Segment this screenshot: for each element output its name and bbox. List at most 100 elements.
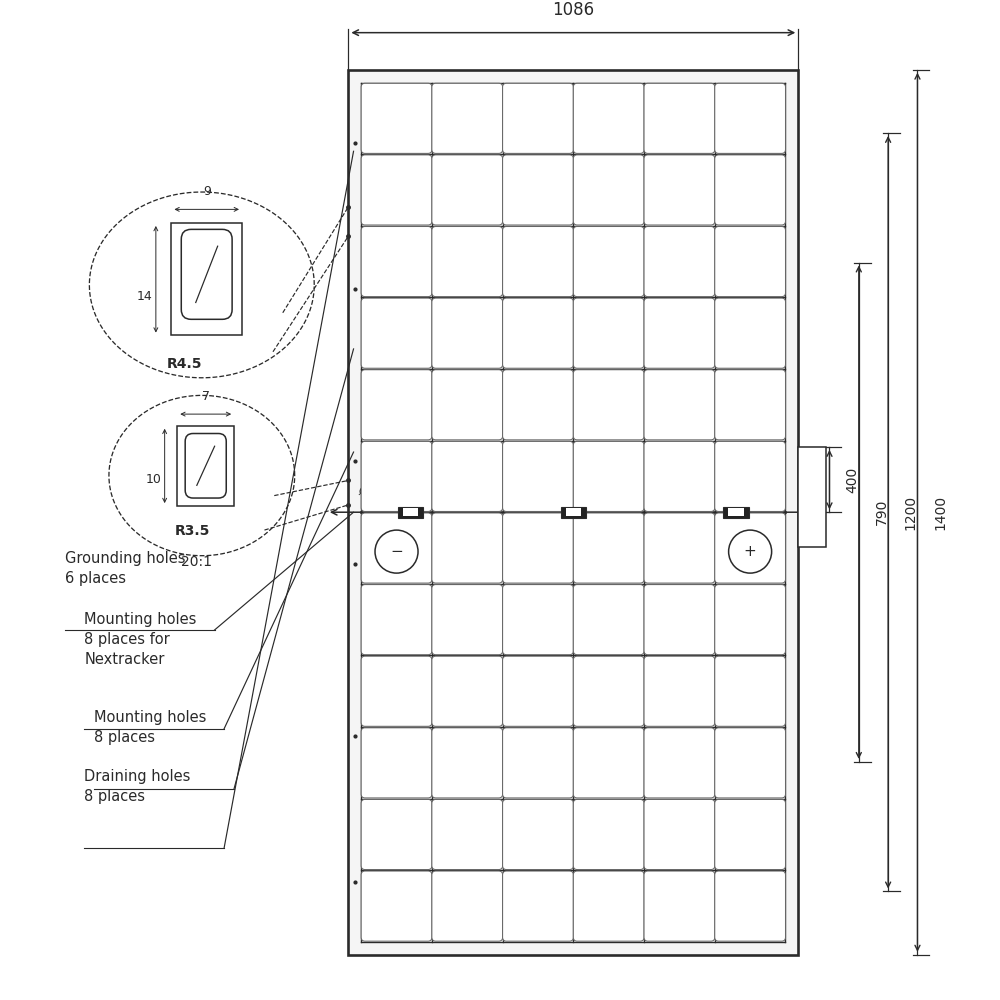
FancyBboxPatch shape bbox=[644, 441, 715, 511]
Bar bbox=[723, 507, 749, 518]
Text: 7: 7 bbox=[202, 390, 210, 403]
FancyBboxPatch shape bbox=[432, 226, 503, 297]
Bar bbox=[566, 508, 581, 516]
Text: 14: 14 bbox=[136, 290, 152, 303]
FancyBboxPatch shape bbox=[715, 799, 786, 870]
FancyBboxPatch shape bbox=[432, 370, 503, 440]
Bar bbox=[398, 507, 423, 518]
FancyBboxPatch shape bbox=[185, 434, 226, 498]
FancyBboxPatch shape bbox=[715, 83, 786, 153]
Text: Grounding holes
6 places: Grounding holes 6 places bbox=[65, 551, 185, 586]
FancyBboxPatch shape bbox=[432, 441, 503, 511]
FancyBboxPatch shape bbox=[361, 656, 432, 726]
Bar bbox=[561, 507, 586, 518]
Bar bbox=[403, 508, 418, 516]
FancyBboxPatch shape bbox=[503, 656, 573, 726]
FancyBboxPatch shape bbox=[715, 155, 786, 225]
FancyBboxPatch shape bbox=[432, 513, 503, 583]
FancyBboxPatch shape bbox=[432, 656, 503, 726]
Text: 1086: 1086 bbox=[552, 1, 594, 19]
FancyBboxPatch shape bbox=[715, 226, 786, 297]
FancyBboxPatch shape bbox=[573, 585, 644, 655]
FancyBboxPatch shape bbox=[361, 83, 432, 153]
FancyBboxPatch shape bbox=[503, 155, 573, 225]
FancyBboxPatch shape bbox=[503, 298, 573, 368]
Text: −: − bbox=[390, 544, 403, 559]
FancyBboxPatch shape bbox=[644, 871, 715, 941]
Text: Draining holes
8 places: Draining holes 8 places bbox=[84, 769, 191, 804]
Text: 1400: 1400 bbox=[933, 495, 947, 530]
FancyBboxPatch shape bbox=[715, 728, 786, 798]
Text: 1200: 1200 bbox=[904, 495, 918, 530]
FancyBboxPatch shape bbox=[573, 728, 644, 798]
Text: 9: 9 bbox=[203, 185, 211, 198]
FancyBboxPatch shape bbox=[361, 728, 432, 798]
FancyBboxPatch shape bbox=[573, 298, 644, 368]
FancyBboxPatch shape bbox=[715, 585, 786, 655]
FancyBboxPatch shape bbox=[432, 871, 503, 941]
FancyBboxPatch shape bbox=[503, 83, 573, 153]
FancyBboxPatch shape bbox=[361, 799, 432, 870]
FancyBboxPatch shape bbox=[361, 513, 432, 583]
FancyBboxPatch shape bbox=[432, 728, 503, 798]
FancyBboxPatch shape bbox=[573, 226, 644, 297]
Text: 10: 10 bbox=[146, 473, 162, 486]
Bar bbox=[798, 447, 826, 547]
FancyBboxPatch shape bbox=[644, 298, 715, 368]
FancyBboxPatch shape bbox=[573, 370, 644, 440]
FancyBboxPatch shape bbox=[573, 441, 644, 511]
FancyBboxPatch shape bbox=[432, 799, 503, 870]
Text: 400: 400 bbox=[845, 467, 859, 493]
FancyBboxPatch shape bbox=[644, 799, 715, 870]
Text: Ø4.2: Ø4.2 bbox=[358, 485, 388, 498]
FancyBboxPatch shape bbox=[573, 83, 644, 153]
FancyBboxPatch shape bbox=[644, 155, 715, 225]
FancyBboxPatch shape bbox=[503, 871, 573, 941]
FancyBboxPatch shape bbox=[503, 585, 573, 655]
FancyBboxPatch shape bbox=[715, 441, 786, 511]
Bar bbox=[728, 508, 744, 516]
FancyBboxPatch shape bbox=[361, 226, 432, 297]
Text: 20:1: 20:1 bbox=[181, 555, 212, 569]
Circle shape bbox=[375, 530, 418, 573]
FancyBboxPatch shape bbox=[644, 370, 715, 440]
Bar bbox=[348, 70, 798, 955]
FancyBboxPatch shape bbox=[715, 370, 786, 440]
FancyBboxPatch shape bbox=[644, 513, 715, 583]
FancyBboxPatch shape bbox=[361, 370, 432, 440]
FancyBboxPatch shape bbox=[432, 298, 503, 368]
FancyBboxPatch shape bbox=[432, 83, 503, 153]
FancyBboxPatch shape bbox=[644, 83, 715, 153]
FancyBboxPatch shape bbox=[644, 585, 715, 655]
FancyBboxPatch shape bbox=[503, 799, 573, 870]
FancyBboxPatch shape bbox=[715, 513, 786, 583]
FancyBboxPatch shape bbox=[715, 298, 786, 368]
FancyBboxPatch shape bbox=[715, 871, 786, 941]
FancyBboxPatch shape bbox=[573, 871, 644, 941]
FancyBboxPatch shape bbox=[644, 656, 715, 726]
FancyBboxPatch shape bbox=[573, 656, 644, 726]
FancyBboxPatch shape bbox=[361, 298, 432, 368]
Bar bbox=[171, 223, 242, 335]
Text: +: + bbox=[744, 544, 756, 559]
FancyBboxPatch shape bbox=[644, 226, 715, 297]
FancyBboxPatch shape bbox=[432, 585, 503, 655]
FancyBboxPatch shape bbox=[361, 871, 432, 941]
FancyBboxPatch shape bbox=[503, 441, 573, 511]
FancyBboxPatch shape bbox=[361, 441, 432, 511]
Text: Mounting holes
8 places: Mounting holes 8 places bbox=[94, 710, 207, 745]
Bar bbox=[177, 426, 234, 506]
FancyBboxPatch shape bbox=[573, 155, 644, 225]
FancyBboxPatch shape bbox=[644, 728, 715, 798]
FancyBboxPatch shape bbox=[503, 370, 573, 440]
FancyBboxPatch shape bbox=[715, 656, 786, 726]
FancyBboxPatch shape bbox=[573, 513, 644, 583]
Text: R4.5: R4.5 bbox=[167, 357, 202, 371]
Text: Mounting holes
8 places for
Nextracker: Mounting holes 8 places for Nextracker bbox=[84, 612, 197, 667]
Circle shape bbox=[729, 530, 772, 573]
FancyBboxPatch shape bbox=[503, 226, 573, 297]
FancyBboxPatch shape bbox=[503, 728, 573, 798]
FancyBboxPatch shape bbox=[503, 513, 573, 583]
FancyBboxPatch shape bbox=[361, 155, 432, 225]
FancyBboxPatch shape bbox=[181, 229, 232, 319]
